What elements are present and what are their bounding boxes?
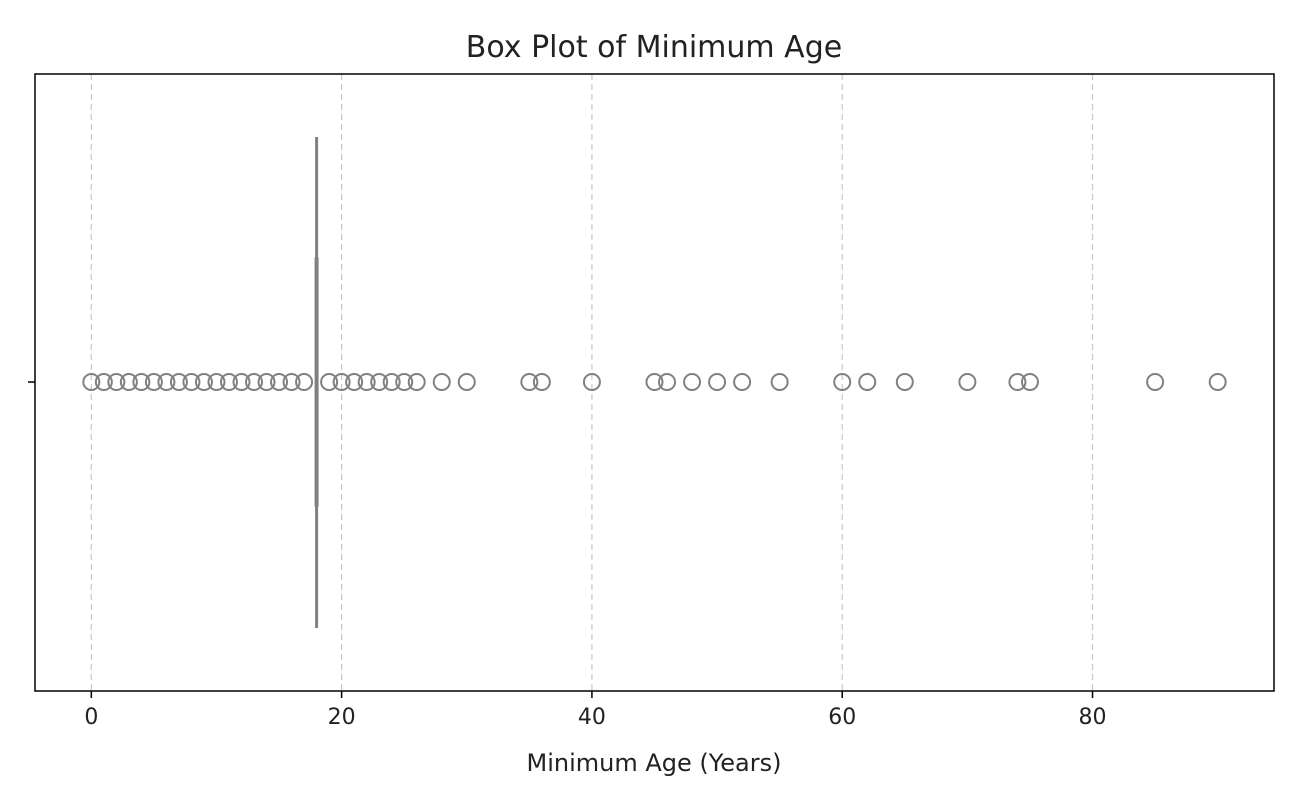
outlier-point-3	[119, 373, 138, 391]
outlier-point-7	[169, 373, 188, 391]
outlier-point-39	[895, 373, 914, 391]
outlier-point-18	[320, 373, 339, 391]
outlier-point-27	[457, 373, 476, 391]
outlier-point-12	[232, 373, 251, 391]
x-tick-label-4: 80	[1079, 705, 1107, 730]
outlier-point-13	[245, 373, 264, 391]
outlier-point-2	[107, 373, 126, 391]
x-tick-label-3: 60	[828, 705, 856, 730]
outlier-point-10	[207, 373, 226, 391]
outlier-point-1	[94, 373, 113, 391]
outlier-point-9	[194, 373, 213, 391]
outlier-point-34	[708, 373, 727, 391]
outlier-point-40	[958, 373, 977, 391]
x-axis-ticks: 0 20 40 60 80	[84, 691, 1107, 730]
outlier-point-23	[382, 373, 401, 391]
outlier-point-0	[82, 373, 101, 391]
outlier-point-31	[645, 373, 664, 391]
outlier-points	[82, 373, 1227, 391]
outlier-point-4	[132, 373, 151, 391]
outlier-point-15	[270, 373, 289, 391]
x-tick-label-1: 20	[328, 705, 356, 730]
outlier-point-11	[219, 373, 238, 391]
chart-title: Box Plot of Minimum Age	[466, 30, 842, 65]
box-iqr	[314, 257, 319, 507]
outlier-point-17	[295, 373, 314, 391]
outlier-point-22	[370, 373, 389, 391]
outlier-point-20	[345, 373, 364, 391]
x-tick-label-0: 0	[84, 705, 98, 730]
outlier-point-5	[144, 373, 163, 391]
outlier-point-44	[1208, 373, 1227, 391]
outlier-point-37	[833, 373, 852, 391]
grid-lines	[90, 74, 1094, 691]
outlier-point-24	[395, 373, 414, 391]
outlier-point-30	[582, 373, 601, 391]
outlier-point-35	[733, 373, 752, 391]
x-tick-label-2: 40	[578, 705, 606, 730]
outlier-point-25	[407, 373, 426, 391]
outlier-point-33	[683, 373, 702, 391]
outlier-point-16	[282, 373, 301, 391]
outlier-point-14	[257, 373, 276, 391]
outlier-point-19	[332, 373, 351, 391]
outlier-point-29	[532, 373, 551, 391]
outlier-point-6	[157, 373, 176, 391]
box-element	[314, 137, 319, 628]
outlier-point-26	[432, 373, 451, 391]
outlier-point-21	[357, 373, 376, 391]
outlier-point-28	[520, 373, 539, 391]
outlier-point-36	[770, 373, 789, 391]
outlier-point-41	[1008, 373, 1027, 391]
outlier-point-43	[1146, 373, 1165, 391]
x-axis-label: Minimum Age (Years)	[527, 749, 782, 777]
outlier-point-32	[658, 373, 677, 391]
outlier-point-42	[1020, 373, 1039, 391]
outlier-point-8	[182, 373, 201, 391]
outlier-point-38	[858, 373, 877, 391]
